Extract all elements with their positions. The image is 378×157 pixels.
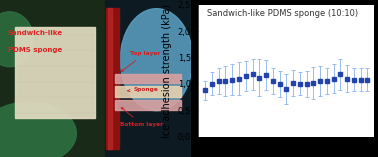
Ellipse shape: [120, 9, 193, 111]
Bar: [0, 0, 105, 157]
Text: PDMS sponge: PDMS sponge: [8, 47, 62, 53]
Y-axis label: Ice adhesion strength (kPa): Ice adhesion strength (kPa): [162, 4, 172, 138]
Bar: [15, 27, 95, 118]
Ellipse shape: [0, 102, 76, 157]
Ellipse shape: [0, 12, 33, 67]
Text: Top layer: Top layer: [121, 51, 160, 72]
Bar: [115, 74, 181, 83]
Bar: [108, 8, 112, 149]
Text: Sandwich-like PDMS sponge (10:10): Sandwich-like PDMS sponge (10:10): [207, 9, 358, 18]
Bar: [105, 0, 191, 157]
Bar: [106, 8, 119, 149]
Text: Sponge: Sponge: [128, 87, 158, 92]
Text: Bottom layer: Bottom layer: [120, 108, 163, 127]
Text: Sandwich-like: Sandwich-like: [8, 30, 63, 35]
Bar: [115, 86, 181, 97]
Bar: [115, 100, 181, 110]
